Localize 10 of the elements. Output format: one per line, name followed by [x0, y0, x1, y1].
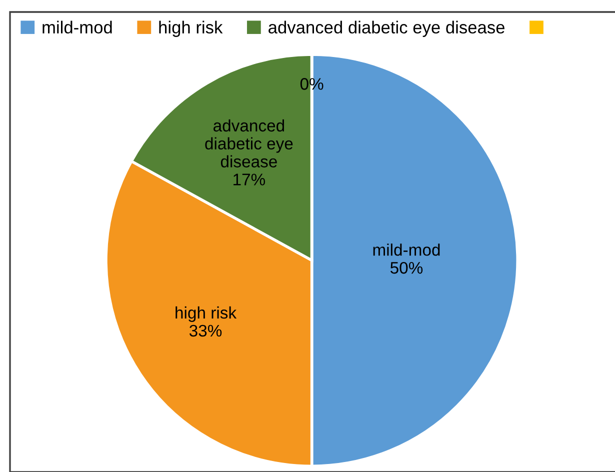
data-label: 33%	[189, 324, 222, 337]
legend-label: high risk	[159, 20, 223, 37]
text: 0%	[300, 78, 324, 90]
data-label: 50%	[390, 262, 423, 274]
slice-label: advanced diabetic eye disease	[205, 119, 293, 168]
slice-label: high risk	[176, 306, 237, 322]
slice-label: mild-mod	[373, 244, 440, 256]
data-label: 17%	[234, 174, 266, 186]
legend-label: mild-mod	[42, 20, 112, 34]
legend-label: advanced diabetic eye disease	[268, 20, 504, 37]
